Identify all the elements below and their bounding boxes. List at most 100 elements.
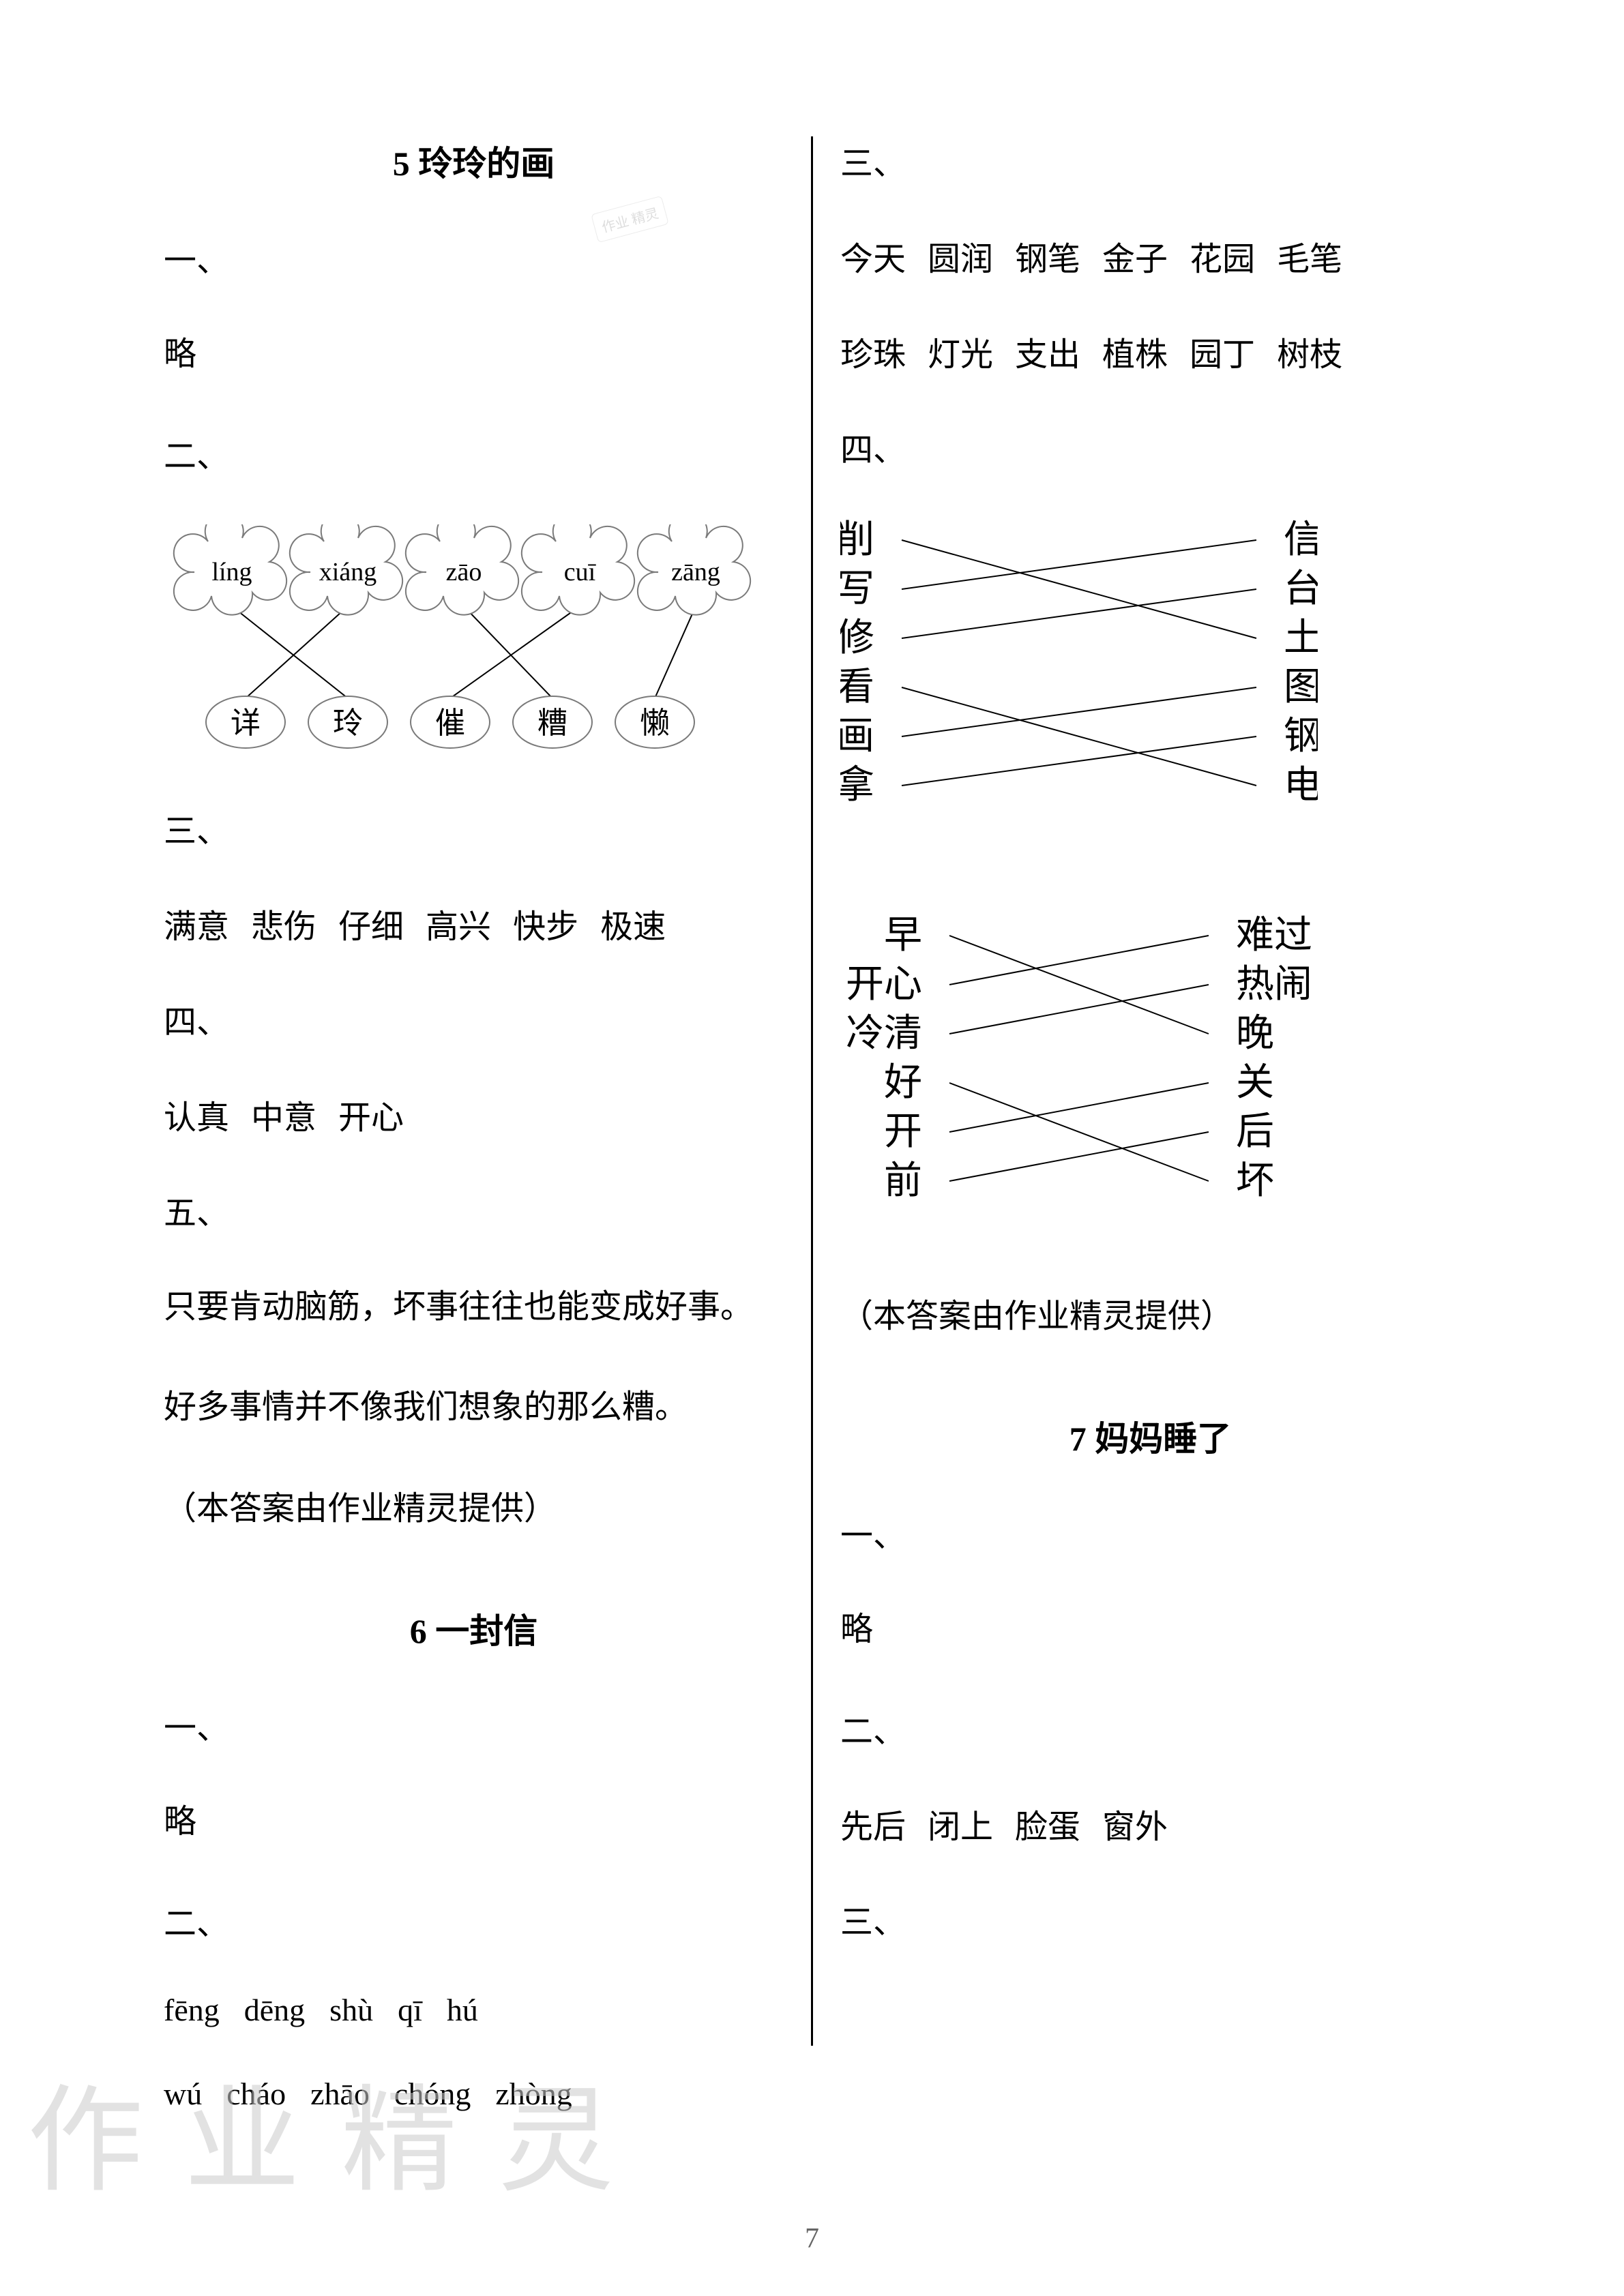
word-item: 钢笔 <box>1015 232 1080 280</box>
l5-q3-label: 三、 <box>164 804 784 852</box>
l5-q1-label: 一、 <box>164 233 784 281</box>
word-item: 花园 <box>1190 232 1255 280</box>
svg-text:zāng: zāng <box>671 558 720 586</box>
word-item: 树枝 <box>1277 327 1342 375</box>
word-item: 脸蛋 <box>1015 1800 1080 1847</box>
l7-q1-label: 一、 <box>840 1508 1460 1556</box>
svg-text:坏: 坏 <box>1236 1160 1274 1202</box>
page-columns: 5 玲玲的画 一、 略 二、 língxiángzāocuīzāng详玲催糟懒 … <box>0 0 1624 2114</box>
svg-text:前: 前 <box>884 1160 922 1202</box>
l5-q2-diagram: líng xiáng zāo cuī zāng 详 玲 催 糟 懒 <box>164 524 778 770</box>
word-item: 认真 <box>164 1090 229 1138</box>
svg-text:糟: 糟 <box>537 706 567 740</box>
word-item: shù <box>329 1992 373 2028</box>
l6c-credit: （本答案由作业精灵提供） <box>840 1289 1460 1337</box>
l6c-q3-row2: 珍珠灯光支出植株园丁树枝 <box>840 327 1460 375</box>
word-item: 灯光 <box>928 327 993 375</box>
word-item: 金子 <box>1102 232 1168 280</box>
word-item: 窗外 <box>1102 1800 1168 1847</box>
word-item: 中意 <box>251 1090 316 1138</box>
svg-text:后: 后 <box>1236 1111 1274 1153</box>
svg-text:懒: 懒 <box>640 706 670 740</box>
word-item: 开心 <box>338 1090 404 1138</box>
svg-text:削: 削 <box>840 519 874 561</box>
l6c-q4-diagram1: 削写修看画拿信台灯土豆图画钢笔电影 <box>840 518 1318 839</box>
l7-q2-label: 二、 <box>840 1704 1460 1752</box>
lesson6-title: 6 一封信 <box>164 1604 784 1653</box>
word-item: 圆润 <box>928 232 993 280</box>
svg-text:玲: 玲 <box>333 706 363 740</box>
svg-text:关: 关 <box>1236 1062 1274 1104</box>
svg-text:图画: 图画 <box>1284 666 1318 709</box>
l7-q1-answer: 略 <box>840 1604 1460 1656</box>
l5-credit: （本答案由作业精灵提供） <box>164 1481 784 1529</box>
word-item: 今天 <box>840 232 906 280</box>
svg-text:热闹: 热闹 <box>1236 964 1312 1006</box>
word-item: 高兴 <box>426 899 491 947</box>
right-column: 三、 今天圆润钢笔金子花园毛笔 珍珠灯光支出植株园丁树枝 四、 削写修看画拿信台… <box>813 136 1488 2046</box>
word-item: 园丁 <box>1190 327 1255 375</box>
l6c-q3-label: 三、 <box>840 136 1460 184</box>
word-item: 植株 <box>1102 327 1168 375</box>
word-item: chóng <box>394 2076 471 2112</box>
svg-text:画: 画 <box>840 715 874 758</box>
word-item: dēng <box>244 1992 305 2028</box>
svg-text:信: 信 <box>1284 519 1318 561</box>
l6c-q4-label: 四、 <box>840 423 1460 471</box>
word-item: 毛笔 <box>1277 232 1342 280</box>
word-item: 仔细 <box>338 899 404 947</box>
svg-text:催: 催 <box>435 706 465 740</box>
word-item: 珍珠 <box>840 327 906 375</box>
word-item: 悲伤 <box>251 899 316 947</box>
l5-q5-label: 五、 <box>164 1186 784 1234</box>
word-item: 极速 <box>600 899 666 947</box>
svg-text:好: 好 <box>884 1062 922 1104</box>
word-item: fēng <box>164 1992 220 2028</box>
svg-text:开心: 开心 <box>846 964 922 1006</box>
l6c-q3-row1: 今天圆润钢笔金子花园毛笔 <box>840 232 1460 280</box>
lesson7-title: 7 妈妈睡了 <box>840 1412 1460 1461</box>
svg-text:早: 早 <box>884 914 922 957</box>
svg-text:写: 写 <box>840 568 874 610</box>
svg-text:开: 开 <box>884 1111 922 1153</box>
svg-text:电影: 电影 <box>1284 764 1318 807</box>
svg-text:看: 看 <box>840 666 874 709</box>
l5-q5-line2: 好多事情并不像我们想象的那么糟。 <box>164 1382 784 1434</box>
word-item: cháo <box>226 2076 286 2112</box>
l7-q3-label: 三、 <box>840 1895 1460 1943</box>
svg-text:晚: 晚 <box>1236 1013 1274 1055</box>
svg-text:台灯: 台灯 <box>1284 568 1318 610</box>
l6c-q4-diagram2: 早开心冷清好开前 难过热闹晚关后坏 <box>840 914 1318 1234</box>
svg-text:cuī: cuī <box>564 558 597 586</box>
word-item: 先后 <box>840 1800 906 1847</box>
l7-q2-words: 先后闭上脸蛋窗外 <box>840 1800 1460 1847</box>
word-item: hú <box>447 1992 478 2028</box>
svg-text:修: 修 <box>840 617 874 659</box>
word-item: wú <box>164 2076 202 2112</box>
svg-text:zāo: zāo <box>446 558 482 586</box>
word-item: 满意 <box>164 899 229 947</box>
svg-text:xiáng: xiáng <box>319 558 377 586</box>
l6-q1-label: 一、 <box>164 1701 784 1748</box>
svg-text:钢笔: 钢笔 <box>1284 715 1318 758</box>
svg-text:冷清: 冷清 <box>846 1013 922 1055</box>
l6-q2-label: 二、 <box>164 1896 784 1944</box>
l5-q4-label: 四、 <box>164 995 784 1043</box>
svg-text:详: 详 <box>231 706 261 740</box>
lesson5-title: 5 玲玲的画 <box>164 136 784 185</box>
word-item: 快步 <box>513 899 578 947</box>
l5-q4-words: 认真中意开心 <box>164 1090 784 1138</box>
svg-text:líng: líng <box>211 558 252 586</box>
l5-q3-words: 满意悲伤仔细高兴快步极速 <box>164 899 784 947</box>
svg-text:难过: 难过 <box>1236 914 1312 957</box>
left-column: 5 玲玲的画 一、 略 二、 língxiángzāocuīzāng详玲催糟懒 … <box>136 136 813 2046</box>
word-item: zhòng <box>495 2076 572 2112</box>
l5-q1-answer: 略 <box>164 329 784 381</box>
l5-q2-label: 二、 <box>164 429 784 477</box>
word-item: zhāo <box>310 2076 370 2112</box>
l6-q2-row1: fēng dēngshùqīhú <box>164 1992 784 2028</box>
page-number: 7 <box>805 2222 819 2255</box>
svg-text:土豆: 土豆 <box>1284 617 1318 659</box>
word-item: 闭上 <box>928 1800 993 1847</box>
word-item: qī <box>398 1992 422 2028</box>
